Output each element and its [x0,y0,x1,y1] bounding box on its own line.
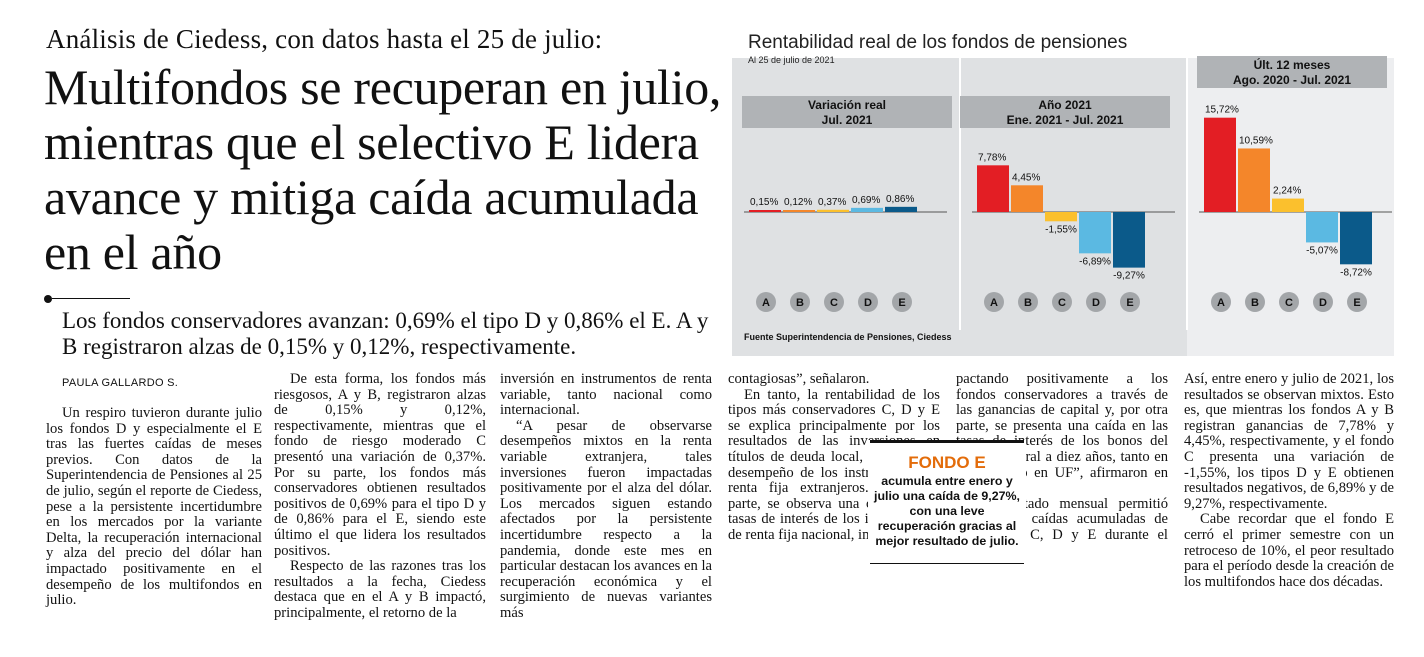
category-marker [756,292,776,312]
bar-c [1272,198,1304,212]
data-label: 10,59% [1239,135,1273,146]
paragraph: De esta forma, los fondos más riesgosos,… [274,371,486,559]
article-column-2: De esta forma, los fondos más riesgosos,… [274,371,486,622]
bar-a [977,165,1009,212]
paragraph: inversión en instrumentos de renta varia… [500,371,712,419]
paragraph: contagiosas”, señalaron. [728,371,870,387]
panel-header [960,96,1170,128]
category-label: E [1353,297,1360,309]
bar-e [1113,212,1145,268]
panel-header-line2: Jul. 2021 [822,113,873,127]
panel-header-line1: Últ. 12 meses [1254,57,1331,72]
panel-header-line1: Variación real [808,98,886,112]
category-marker [1347,292,1367,312]
category-label: D [1319,297,1327,309]
category-label: A [1217,297,1225,309]
category-marker [1279,292,1299,312]
data-label: 2,24% [1273,186,1301,197]
bar-e [1340,212,1372,265]
article-headline: Multifondos se recuperan en julio, mient… [44,59,722,280]
data-label: -8,72% [1340,267,1372,278]
data-label: 0,69% [852,195,880,206]
divider-line [52,298,130,299]
data-label: 7,78% [978,152,1006,163]
callout-box-wrapper: FONDO E acumula entre enero y julio una … [868,440,1026,564]
panel-header-line2: Ago. 2020 - Jul. 2021 [1233,73,1351,87]
panel-header-line1: Año 2021 [1038,98,1092,112]
bar-a [749,210,781,212]
paragraph: Respecto de las razones tras los resulta… [274,558,486,621]
bar-e [885,206,917,212]
article-deck: Los fondos conservadores avanzan: 0,69% … [62,308,709,359]
paragraph: “A pesar de observarse desempeños mixtos… [500,417,712,621]
category-label: B [796,297,804,309]
bar-b [1011,185,1043,212]
article-column-1: Un respiro tuvieron durante julio los fo… [46,405,262,609]
category-label: E [1126,297,1133,309]
article-byline: PAULA GALLARDO S. [62,377,179,389]
category-marker [858,292,878,312]
category-marker [790,292,810,312]
data-label: 4,45% [1012,172,1040,183]
category-label: B [1024,297,1032,309]
data-label: -1,55% [1045,224,1077,235]
category-label: D [864,297,872,309]
bar-b [1238,148,1270,212]
data-label: -9,27% [1113,271,1145,282]
paragraph: Así, entre enero y julio de 2021, los re… [1184,371,1394,512]
category-marker [824,292,844,312]
chart-title: Rentabilidad real de los fondos de pensi… [748,32,1127,53]
panel-header-line2: Ene. 2021 - Jul. 2021 [1007,113,1124,127]
category-marker [1086,292,1106,312]
callout-box: FONDO E acumula entre enero y julio una … [870,440,1024,564]
category-label: A [762,297,770,309]
category-label: C [1285,297,1293,309]
article-kicker: Análisis de Ciedess, con datos hasta el … [46,24,603,54]
bar-d [1079,212,1111,254]
bar-d [851,207,883,212]
data-label: -6,89% [1079,256,1111,267]
data-label: 0,12% [784,197,812,208]
panel-header [742,96,952,128]
category-label: E [898,297,905,309]
callout-text: acumula entre enero y julio una caída de… [874,474,1020,548]
returns-chart: Rentabilidad real de los fondos de pensi… [732,32,1394,356]
bar-c [1045,212,1077,222]
category-marker [1120,292,1140,312]
category-marker [1052,292,1072,312]
category-label: A [990,297,998,309]
category-label: C [1058,297,1066,309]
category-marker [984,292,1004,312]
category-marker [1313,292,1333,312]
bar-c [817,209,849,212]
category-label: B [1251,297,1259,309]
chart-source: Fuente Superintendencia de Pensiones, Ci… [744,332,952,342]
category-label: D [1092,297,1100,309]
category-label: C [830,297,838,309]
paragraph: Un respiro tuvieron durante julio los fo… [46,405,262,609]
data-label: 15,72% [1205,105,1239,116]
bar-d [1306,212,1338,243]
category-marker [1245,292,1265,312]
data-label: 0,15% [750,197,778,208]
callout-title: FONDO E [908,453,986,472]
panel-header [1197,56,1387,88]
chart-subtitle: Al 25 de julio de 2021 [748,55,835,65]
category-marker [1211,292,1231,312]
bar-b [783,210,815,212]
data-label: -5,07% [1306,245,1338,256]
category-marker [892,292,912,312]
data-label: 0,37% [818,197,846,208]
bar-a [1204,117,1236,212]
category-marker [1018,292,1038,312]
article-column-6: Así, entre enero y julio de 2021, los re… [1184,371,1394,590]
divider-dot [44,295,52,303]
article-column-3: inversión en instrumentos de renta varia… [500,371,712,622]
data-label: 0,86% [886,194,914,205]
paragraph: Cabe recordar que el fondo E cerró el pr… [1184,511,1394,590]
